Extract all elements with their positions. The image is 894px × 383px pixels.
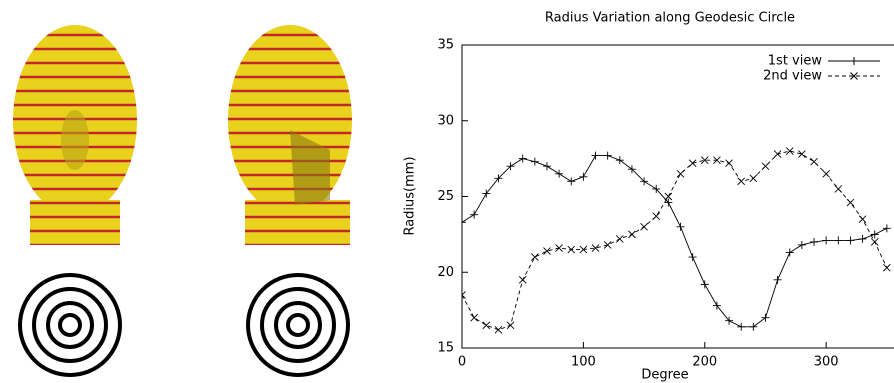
y-tick-label: 25 <box>437 189 454 204</box>
plot-area <box>458 148 891 334</box>
y-tick-label: 35 <box>437 38 454 53</box>
point-marker <box>616 156 624 164</box>
point-marker <box>726 160 733 167</box>
point-marker <box>531 254 538 261</box>
point-marker <box>592 152 600 160</box>
point-marker <box>677 223 685 231</box>
y-tick-label: 20 <box>437 265 454 280</box>
plot-frame <box>462 45 894 348</box>
point-marker <box>507 322 514 329</box>
point-marker <box>604 152 612 160</box>
point-marker <box>750 175 757 182</box>
point-marker <box>737 323 745 331</box>
point-marker <box>738 178 745 185</box>
x-tick-label: 300 <box>814 355 839 370</box>
point-marker <box>786 249 794 257</box>
point-marker <box>543 162 551 170</box>
x-axis-label: Degree <box>641 368 688 383</box>
contour-right <box>248 275 348 375</box>
point-marker <box>641 223 648 230</box>
point-marker <box>519 155 527 163</box>
point-marker <box>616 235 623 242</box>
point-marker <box>847 199 854 206</box>
point-marker <box>786 148 793 155</box>
point-marker <box>859 216 866 223</box>
figure: Radius Variation along Geodesic Circle D… <box>0 0 894 383</box>
point-marker <box>567 177 575 185</box>
point-marker <box>689 253 697 261</box>
point-marker <box>579 173 587 181</box>
point-marker <box>835 185 842 192</box>
point-marker <box>604 241 611 248</box>
point-marker <box>798 151 805 158</box>
head-left <box>13 25 137 245</box>
point-marker <box>774 276 782 284</box>
legend-label: 2nd view <box>763 69 822 84</box>
x-tick-label: 100 <box>571 355 596 370</box>
point-marker <box>834 236 842 244</box>
point-marker <box>822 236 830 244</box>
point-marker <box>883 224 891 232</box>
point-marker <box>823 170 830 177</box>
point-marker <box>701 280 709 288</box>
contour-left <box>20 275 120 375</box>
point-marker <box>628 231 635 238</box>
point-marker <box>568 246 575 253</box>
y-axis-label: Radius(mm) <box>403 156 418 235</box>
x-tick-label: 0 <box>458 355 466 370</box>
point-marker <box>749 323 757 331</box>
point-marker <box>495 326 502 333</box>
series-line <box>462 156 887 327</box>
point-marker <box>531 158 539 166</box>
point-marker <box>689 160 696 167</box>
point-marker <box>471 314 478 321</box>
y-tick-label: 30 <box>437 113 454 128</box>
chart-title: Radius Variation along Geodesic Circle <box>545 11 795 26</box>
point-marker <box>653 213 660 220</box>
point-marker <box>519 276 526 283</box>
point-marker <box>811 158 818 165</box>
point-marker <box>555 170 563 178</box>
point-marker <box>798 241 806 249</box>
legend-marker <box>850 57 858 65</box>
point-marker <box>556 245 563 252</box>
legend-label: 1st view <box>768 54 823 69</box>
point-marker <box>846 236 854 244</box>
point-marker <box>483 322 490 329</box>
point-marker <box>883 264 890 271</box>
point-marker <box>761 314 769 322</box>
point-marker <box>774 151 781 158</box>
point-marker <box>810 238 818 246</box>
point-marker <box>762 163 769 170</box>
point-marker <box>470 211 478 219</box>
point-marker <box>871 238 878 245</box>
x-tick-label: 200 <box>692 355 717 370</box>
y-tick-label: 15 <box>437 341 454 356</box>
point-marker <box>543 248 550 255</box>
point-marker <box>859 235 867 243</box>
point-marker <box>677 170 684 177</box>
head-right <box>228 25 352 245</box>
point-marker <box>458 218 466 226</box>
